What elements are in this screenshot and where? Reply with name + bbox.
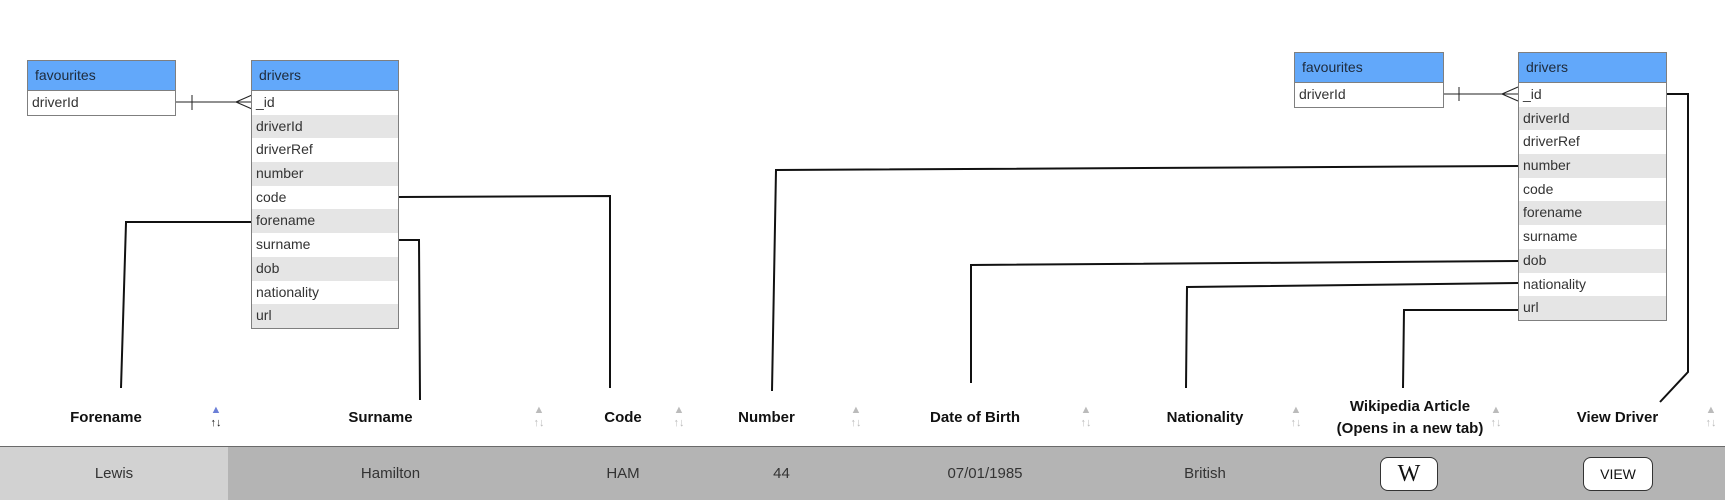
connector-code	[397, 194, 611, 388]
column-header-view-driver[interactable]: View Driver ▲ ↑↓	[1510, 390, 1725, 446]
sort-arrows-icon[interactable]: ▲ ↑↓	[1080, 404, 1092, 429]
column-title: Wikipedia Article	[1349, 398, 1471, 415]
connector-number	[771, 165, 1519, 392]
column-header-code[interactable]: Code ▲ ↑↓	[553, 390, 693, 446]
entity-field: surname	[256, 236, 311, 253]
entity-field: driverId	[32, 94, 79, 110]
entity-title: favourites	[1295, 53, 1443, 83]
connector-nationality	[1185, 282, 1519, 389]
entity-field: number	[1519, 154, 1666, 178]
entity-field: forename	[252, 209, 398, 234]
wikipedia-button[interactable]: W	[1380, 457, 1438, 491]
entity-field: driverId	[1299, 86, 1346, 102]
sort-arrows-icon[interactable]: ▲ ↑↓	[1290, 404, 1302, 429]
entity-field: code	[256, 188, 287, 205]
sort-arrows-icon[interactable]: ▲ ↑↓	[673, 404, 685, 429]
entity-title: favourites	[28, 61, 175, 91]
column-header-forename[interactable]: Forename ▲ ↑↓	[0, 390, 228, 446]
entity-field: number	[252, 162, 398, 186]
column-title: Forename	[70, 409, 142, 426]
entity-field: dob	[252, 256, 398, 281]
entity-field: url	[252, 304, 398, 328]
sort-arrows-icon[interactable]: ▲ ↑↓	[850, 404, 862, 429]
cell-code: HAM	[606, 465, 640, 482]
column-header-nationality[interactable]: Nationality ▲ ↑↓	[1100, 390, 1310, 446]
cell-number: 44	[773, 465, 790, 482]
cell-surname: Hamilton	[360, 465, 421, 482]
column-title: View Driver	[1576, 409, 1659, 426]
sort-arrows-icon[interactable]: ▲ ↑↓	[1490, 404, 1502, 429]
entity-field: code	[1523, 180, 1554, 197]
entity-field: nationality	[256, 283, 320, 300]
column-header-surname[interactable]: Surname ▲ ↑↓	[228, 390, 553, 446]
entity-field: dob	[1519, 248, 1666, 273]
column-title: Date of Birth	[930, 409, 1020, 426]
entity-field: driverId	[252, 114, 398, 139]
column-title: Surname	[348, 409, 413, 426]
column-subtitle: (Opens in a new tab)	[1336, 420, 1484, 437]
entity-field: url	[1519, 296, 1666, 320]
entity-field: _id	[256, 94, 275, 110]
connector-dob	[970, 260, 1519, 383]
relationship-left	[176, 94, 253, 110]
column-title: Nationality	[1166, 409, 1244, 426]
column-header-dob[interactable]: Date of Birth ▲ ↑↓	[870, 390, 1100, 446]
entity-drivers-left: drivers _id driverId driverRef number co…	[251, 60, 399, 329]
relationship-right	[1443, 86, 1519, 102]
column-header-wikipedia[interactable]: Wikipedia Article (Opens in a new tab) ▲…	[1310, 390, 1510, 446]
entity-field: driverRef	[1523, 133, 1580, 150]
entity-favourites-right: favourites driverId	[1294, 52, 1444, 108]
entity-field: surname	[1523, 228, 1578, 245]
entity-drivers-right: drivers _id driverId driverRef number co…	[1518, 52, 1667, 321]
entity-field: forename	[1519, 201, 1666, 226]
table-row: Lewis Hamilton HAM 44 07/01/1985 British…	[0, 446, 1725, 500]
connector-url	[1402, 309, 1518, 389]
entity-field: driverRef	[256, 141, 313, 158]
sort-arrows-icon[interactable]: ▲ ↑↓	[533, 404, 545, 429]
connector-surname	[398, 239, 421, 401]
connector-view	[1659, 93, 1689, 403]
column-title: Code	[604, 409, 642, 426]
sort-arrows-icon[interactable]: ▲ ↑↓	[1705, 404, 1717, 429]
column-header-number[interactable]: Number ▲ ↑↓	[693, 390, 870, 446]
sort-asc-icon[interactable]: ▲ ↑↓	[210, 404, 222, 429]
cell-forename: Lewis	[0, 447, 228, 500]
column-title: Number	[738, 409, 795, 426]
cell-nationality: British	[1184, 465, 1226, 482]
view-driver-button[interactable]: VIEW	[1583, 457, 1653, 491]
entity-field: driverId	[1519, 106, 1666, 131]
connector-forename	[120, 221, 252, 389]
entity-field: nationality	[1523, 275, 1587, 292]
entity-title: drivers	[1519, 53, 1666, 83]
cell-dob: 07/01/1985	[947, 465, 1023, 482]
entity-favourites-left: favourites driverId	[27, 60, 176, 116]
entity-title: drivers	[252, 61, 398, 91]
entity-field: _id	[1523, 86, 1542, 102]
